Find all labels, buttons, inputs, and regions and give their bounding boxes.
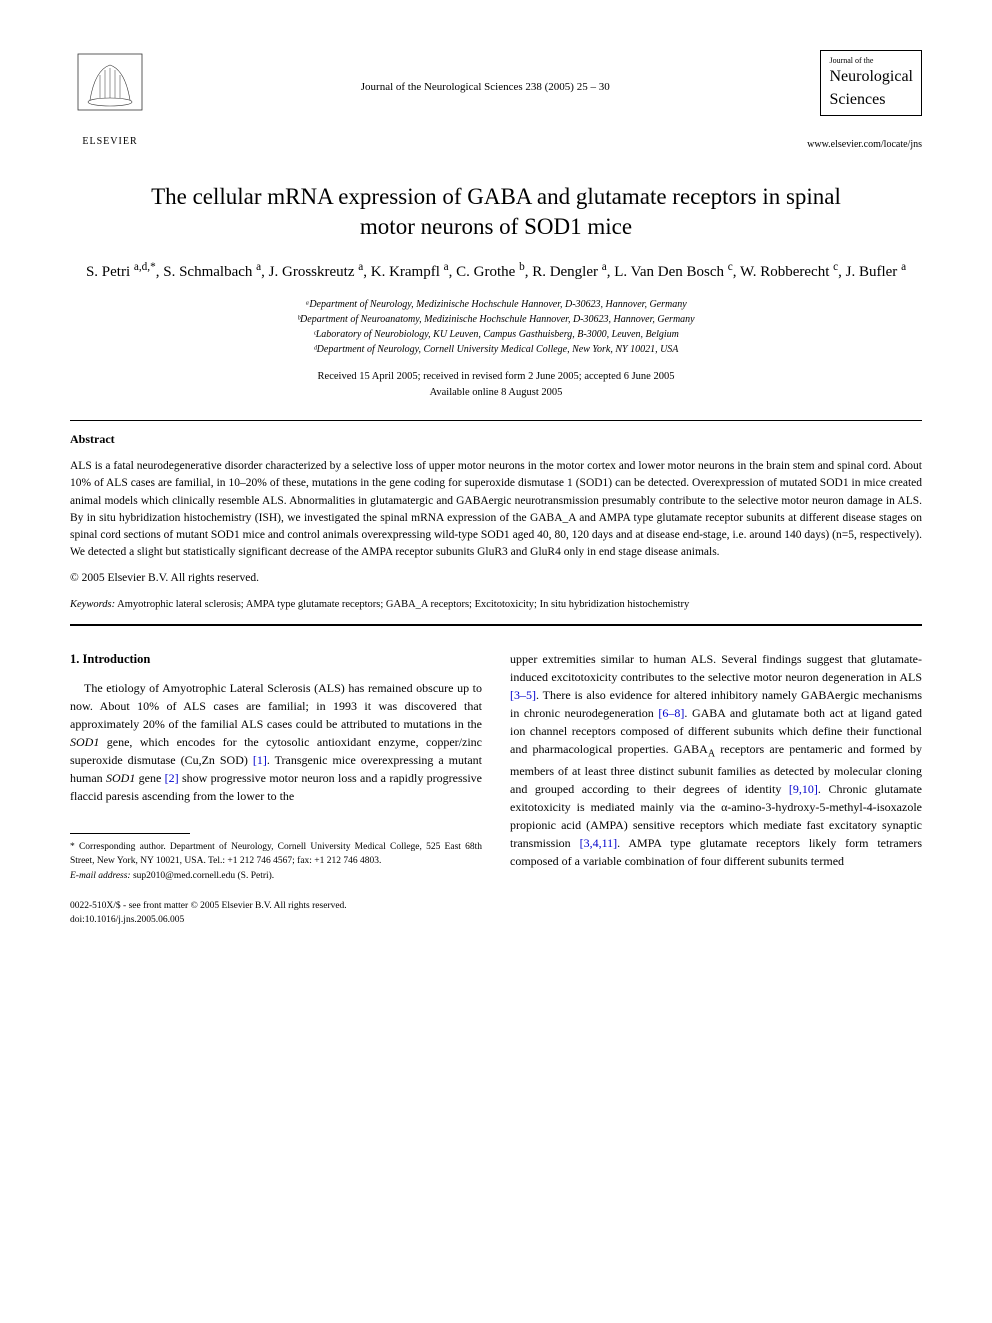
journal-logo-main2: Sciences bbox=[829, 89, 913, 111]
abstract-text: ALS is a fatal neurodegenerative disorde… bbox=[70, 458, 922, 562]
publisher-name: ELSEVIER bbox=[70, 135, 150, 149]
publisher-logo: ELSEVIER bbox=[70, 50, 150, 130]
email-line: E-mail address: sup2010@med.cornell.edu … bbox=[70, 869, 482, 883]
intro-paragraph-right: upper extremities similar to human ALS. … bbox=[510, 650, 922, 869]
affiliation-c: ᶜLaboratory of Neurobiology, KU Leuven, … bbox=[70, 327, 922, 342]
right-column: upper extremities similar to human ALS. … bbox=[510, 650, 922, 927]
two-column-body: 1. Introduction The etiology of Amyotrop… bbox=[70, 650, 922, 927]
left-column: 1. Introduction The etiology of Amyotrop… bbox=[70, 650, 482, 927]
article-title: The cellular mRNA expression of GABA and… bbox=[130, 182, 862, 242]
footer-doi: doi:10.1016/j.jns.2005.06.005 bbox=[70, 913, 482, 927]
keywords-text: Amyotrophic lateral sclerosis; AMPA type… bbox=[115, 599, 689, 610]
header-row: ELSEVIER Journal of the Neurological Sci… bbox=[70, 50, 922, 130]
journal-url[interactable]: www.elsevier.com/locate/jns bbox=[70, 138, 922, 152]
affiliation-b: ᵇDepartment of Neuroanatomy, Medizinisch… bbox=[70, 312, 922, 327]
intro-heading: 1. Introduction bbox=[70, 650, 482, 669]
authors-line: S. Petri a,d,*, S. Schmalbach a, J. Gros… bbox=[70, 260, 922, 283]
article-dates: Received 15 April 2005; received in revi… bbox=[70, 369, 922, 401]
footer-issn: 0022-510X/$ - see front matter © 2005 El… bbox=[70, 899, 482, 913]
affiliations: ᵃDepartment of Neurology, Medizinische H… bbox=[70, 297, 922, 357]
email-label: E-mail address: bbox=[70, 871, 131, 881]
affiliation-d: ᵈDepartment of Neurology, Cornell Univer… bbox=[70, 342, 922, 357]
received-date: Received 15 April 2005; received in revi… bbox=[70, 369, 922, 385]
affiliation-a: ᵃDepartment of Neurology, Medizinische H… bbox=[70, 297, 922, 312]
corresponding-author-footer: * Corresponding author. Department of Ne… bbox=[70, 833, 482, 927]
journal-logo-small: Journal of the bbox=[829, 55, 913, 66]
intro-paragraph-left: The etiology of Amyotrophic Lateral Scle… bbox=[70, 679, 482, 805]
divider bbox=[70, 420, 922, 421]
keywords-label: Keywords: bbox=[70, 599, 115, 610]
footer-rule bbox=[70, 833, 190, 834]
corresponding-author: * Corresponding author. Department of Ne… bbox=[70, 840, 482, 869]
divider-thick bbox=[70, 624, 922, 626]
journal-logo-main1: Neurological bbox=[829, 66, 913, 88]
online-date: Available online 8 August 2005 bbox=[70, 385, 922, 401]
abstract-heading: Abstract bbox=[70, 431, 922, 448]
journal-logo: Journal of the Neurological Sciences bbox=[820, 50, 922, 116]
email-address[interactable]: sup2010@med.cornell.edu (S. Petri). bbox=[131, 871, 275, 881]
keywords-line: Keywords: Amyotrophic lateral sclerosis;… bbox=[70, 598, 922, 613]
journal-reference: Journal of the Neurological Sciences 238… bbox=[361, 80, 610, 95]
abstract-copyright: © 2005 Elsevier B.V. All rights reserved… bbox=[70, 570, 922, 586]
